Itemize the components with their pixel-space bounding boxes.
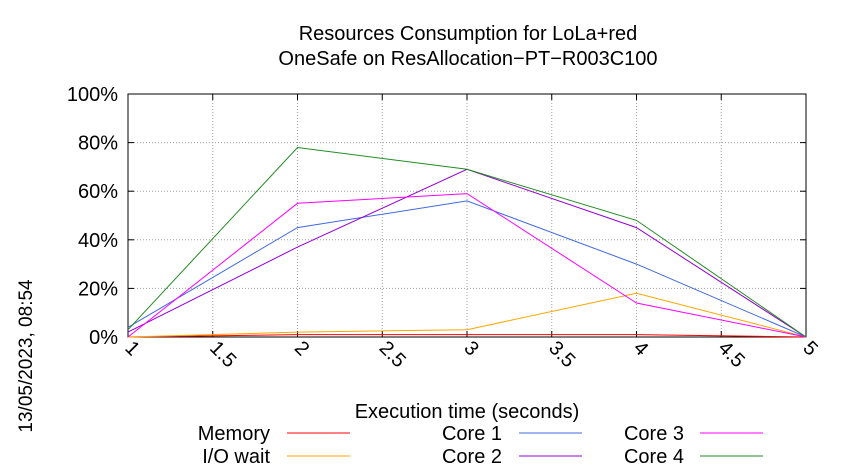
legend-label: Core 2 [442, 446, 502, 468]
chart-title: Resources Consumption for LoLa+red [299, 23, 638, 45]
y-tick-label: 20% [78, 278, 118, 300]
legend-label: Core 4 [624, 446, 684, 468]
x-tick-label: 4.5 [714, 337, 749, 372]
x-ticks: 1 1.5 2 2.5 3 3.5 4 4.5 5 [120, 94, 822, 372]
series-line-core-1 [127, 200, 807, 338]
x-tick-label: 3 [459, 337, 482, 360]
y-tick-label: 100% [67, 84, 118, 106]
legend-label: Memory [198, 423, 270, 445]
timestamp-label: 13/05/2023, 08:54 [16, 279, 37, 433]
series-line-core-3 [127, 193, 807, 338]
y-tick-label: 40% [78, 230, 118, 252]
series-line-core-4 [127, 146, 807, 338]
series-lines [127, 146, 807, 338]
grid [128, 94, 806, 337]
series-line-i-o-wait [127, 292, 807, 338]
chart-subtitle: OneSafe on ResAllocation−PT−R003C100 [278, 48, 657, 70]
legend-label: Core 1 [442, 423, 502, 445]
y-tick-label: 0% [89, 327, 118, 349]
y-ticks: 0% 20% 40% 60% 80% 100% [67, 84, 806, 349]
legend-label: I/O wait [202, 446, 270, 468]
x-tick-label: 5 [798, 337, 821, 360]
x-tick-label: 4 [629, 337, 652, 360]
x-axis-title: Execution time (seconds) [355, 401, 580, 423]
y-tick-label: 60% [78, 181, 118, 203]
x-tick-label: 2.5 [375, 337, 410, 372]
series-line-memory [127, 334, 807, 338]
y-tick-label: 80% [78, 133, 118, 155]
x-tick-label: 2 [290, 337, 313, 360]
x-tick-label: 1 [120, 337, 143, 360]
legend-label: Core 3 [624, 423, 684, 445]
x-tick-label: 3.5 [544, 337, 579, 372]
x-tick-label: 1.5 [205, 337, 240, 372]
